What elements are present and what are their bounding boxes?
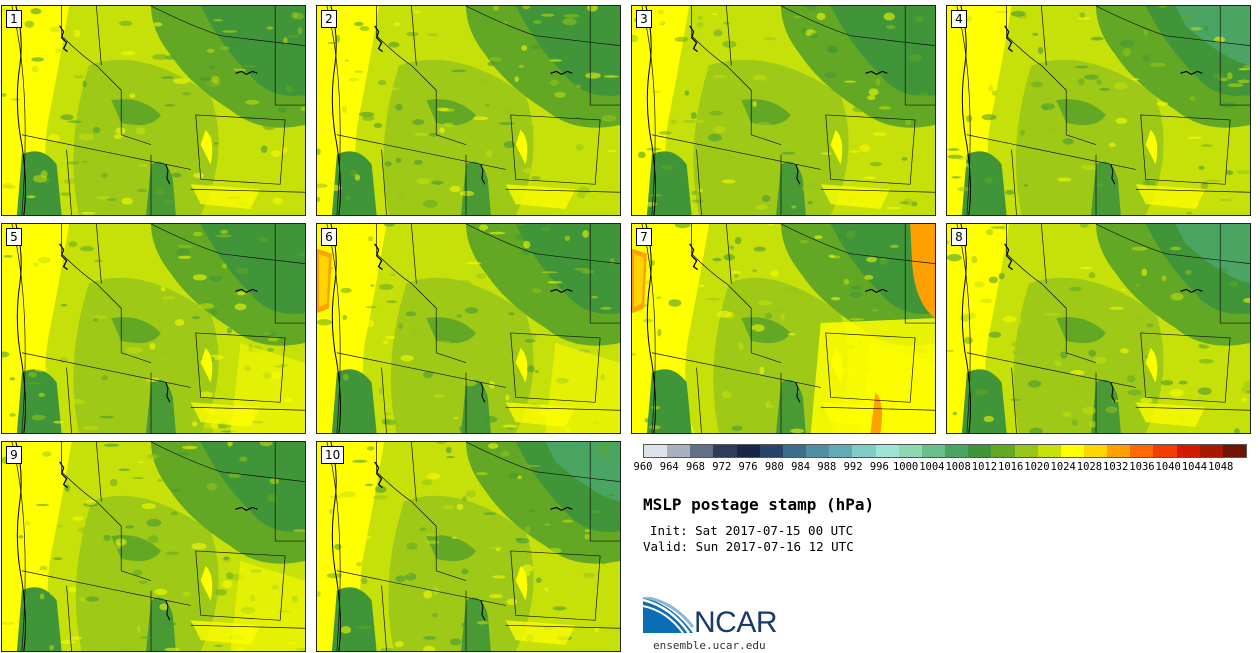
mslp-map bbox=[947, 6, 1250, 215]
ensemble-member-panel: 1 bbox=[1, 5, 306, 216]
colorbar-tick: 1008 bbox=[945, 461, 971, 473]
colorbar-swatch bbox=[644, 445, 668, 457]
ncar-logo-text: NCAR bbox=[694, 606, 778, 639]
colorbar-tick: 1000 bbox=[892, 461, 919, 473]
colorbar-swatch bbox=[1060, 445, 1084, 457]
mslp-map bbox=[2, 442, 305, 651]
colorbar-swatch bbox=[875, 445, 899, 457]
colorbar-swatch bbox=[713, 445, 737, 457]
ensemble-member-panel: 7 bbox=[631, 223, 936, 434]
ensemble-member-panel: 2 bbox=[316, 5, 621, 216]
colorbar-swatch bbox=[1014, 445, 1038, 457]
colorbar-swatch bbox=[736, 445, 760, 457]
mslp-map bbox=[947, 224, 1250, 433]
mslp-map bbox=[632, 6, 935, 215]
colorbar-tick: 1012 bbox=[971, 461, 998, 473]
ensemble-member-panel: 9 bbox=[1, 441, 306, 652]
member-number-label: 8 bbox=[951, 228, 967, 246]
colorbar-swatch bbox=[921, 445, 946, 457]
colorbar-swatch bbox=[852, 445, 876, 457]
ncar-logo-icon bbox=[643, 597, 695, 634]
colorbar-tick: 960 bbox=[633, 461, 653, 473]
colorbar-swatch bbox=[1083, 445, 1108, 457]
colorbar-swatch bbox=[1222, 445, 1247, 457]
colorbar-tick: 1032 bbox=[1103, 461, 1129, 473]
colorbar-swatch bbox=[1199, 445, 1223, 457]
colorbar-tick: 1016 bbox=[997, 461, 1024, 473]
member-number-label: 1 bbox=[6, 10, 22, 28]
mslp-map bbox=[317, 224, 620, 433]
ensemble-member-panel: 3 bbox=[631, 5, 936, 216]
colorbar-tick: 1024 bbox=[1050, 461, 1076, 473]
ensemble-member-panel: 10 bbox=[316, 441, 621, 652]
member-number-label: 5 bbox=[6, 228, 22, 246]
init-time: Init: Sat 2017-07-15 00 UTC bbox=[650, 523, 854, 538]
colorbar-tick: 996 bbox=[869, 461, 889, 473]
colorbar-swatch bbox=[968, 445, 992, 457]
ensemble-member-panel: 8 bbox=[946, 223, 1251, 434]
colorbar-tick: 968 bbox=[686, 461, 705, 473]
member-number-label: 10 bbox=[321, 446, 345, 464]
colorbar-tick: 1036 bbox=[1129, 461, 1155, 473]
member-number-label: 2 bbox=[321, 10, 337, 28]
ensemble-member-panel: 5 bbox=[1, 223, 306, 434]
colorbar-swatch bbox=[1176, 445, 1200, 457]
colorbar-swatch bbox=[1130, 445, 1154, 457]
mslp-map bbox=[632, 224, 935, 433]
colorbar-swatch bbox=[1153, 445, 1177, 457]
site-url: ensemble.ucar.edu bbox=[653, 639, 766, 652]
mslp-map bbox=[317, 442, 620, 651]
mslp-map bbox=[2, 6, 305, 215]
colorbar-tick: 1044 bbox=[1181, 461, 1208, 473]
colorbar-tick: 980 bbox=[764, 461, 784, 473]
colorbar bbox=[643, 444, 1247, 458]
colorbar-swatch bbox=[1107, 445, 1131, 457]
colorbar-swatch bbox=[667, 445, 691, 457]
plot-title: MSLP postage stamp (hPa) bbox=[643, 495, 875, 514]
colorbar-tick: 972 bbox=[712, 461, 732, 473]
colorbar-tick: 1048 bbox=[1208, 461, 1234, 473]
member-number-label: 7 bbox=[636, 228, 652, 246]
colorbar-tick: 988 bbox=[817, 461, 837, 473]
member-number-label: 6 bbox=[321, 228, 337, 246]
colorbar-swatch bbox=[829, 445, 853, 457]
colorbar-tick: 1028 bbox=[1076, 461, 1103, 473]
colorbar-swatch bbox=[991, 445, 1015, 457]
colorbar-tick: 1004 bbox=[919, 461, 945, 473]
colorbar-swatch bbox=[690, 445, 714, 457]
member-number-label: 4 bbox=[951, 10, 967, 28]
colorbar-swatch bbox=[1037, 445, 1061, 457]
colorbar-tick-labels: 960 964 968 972 976 980 984 988 992 996 1000 1004 10… bbox=[633, 461, 1253, 475]
member-number-label: 3 bbox=[636, 10, 652, 28]
colorbar-tick: 976 bbox=[738, 461, 758, 473]
colorbar-swatch bbox=[898, 445, 922, 457]
colorbar-tick: 1020 bbox=[1024, 461, 1050, 473]
colorbar-tick: 992 bbox=[843, 461, 863, 473]
member-number-label: 9 bbox=[6, 446, 22, 464]
ensemble-member-panel: 6 bbox=[316, 223, 621, 434]
colorbar-tick: 964 bbox=[659, 461, 679, 473]
colorbar-swatch bbox=[945, 445, 969, 457]
colorbar-swatch bbox=[759, 445, 783, 457]
mslp-map bbox=[317, 6, 620, 215]
colorbar-tick: 984 bbox=[791, 461, 811, 473]
valid-time: Valid: Sun 2017-07-16 12 UTC bbox=[643, 539, 854, 554]
ensemble-member-panel: 4 bbox=[946, 5, 1251, 216]
colorbar-swatch bbox=[782, 445, 807, 457]
colorbar-tick: 1040 bbox=[1155, 461, 1181, 473]
colorbar-swatch bbox=[806, 445, 830, 457]
mslp-map bbox=[2, 224, 305, 433]
